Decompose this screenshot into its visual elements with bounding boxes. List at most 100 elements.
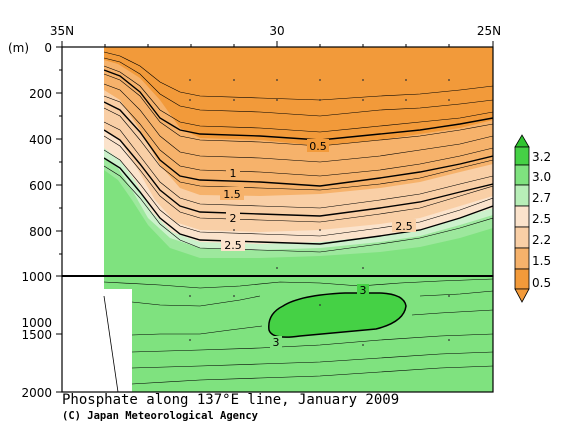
legend-swatch-top <box>514 134 530 148</box>
contour-line <box>103 73 493 147</box>
station-dot <box>405 79 407 81</box>
no-data-area-lower-b <box>104 289 132 392</box>
station-dot <box>405 99 407 101</box>
station-dot <box>189 79 191 81</box>
contour-line-bold <box>103 69 493 141</box>
y-axis-unit-label: (m) <box>8 41 29 55</box>
lower-contour-lines <box>103 278 493 385</box>
legend-label: 2.7 <box>532 191 551 205</box>
copyright-credit: (C) Japan Meteorological Agency <box>62 410 258 422</box>
station-dot <box>189 295 191 297</box>
contour-line <box>103 57 493 117</box>
y-tick-labels: 0 200 400 600 800 1000 1000 1500 2000 <box>21 41 52 400</box>
band-orange-top <box>104 47 493 146</box>
contour-label: 2 <box>230 212 237 225</box>
station-dot <box>276 99 278 101</box>
bottom-topography-line <box>103 295 119 392</box>
contour-line <box>131 351 493 369</box>
y-tick-label: 1500 <box>21 328 52 342</box>
station-dot <box>189 339 191 341</box>
legend-swatch <box>514 205 530 228</box>
legend-label: 3.0 <box>532 170 551 184</box>
contour-label: 2.5 <box>395 220 413 233</box>
station-dot <box>319 304 321 306</box>
legend-swatch <box>514 226 530 249</box>
high-phosphate-region <box>268 292 407 338</box>
legend-swatch <box>514 184 530 207</box>
y-tick-label: 1000 <box>21 316 52 330</box>
x-tick-marks <box>61 41 494 47</box>
contour-line <box>103 278 493 289</box>
no-data-area-lower-a <box>62 276 104 392</box>
contour-label: 3 <box>360 284 367 297</box>
contour-line <box>103 83 493 163</box>
x-tick-label: 25N <box>477 24 501 38</box>
contour-line <box>103 65 493 133</box>
contour-line <box>419 290 493 297</box>
station-dot <box>362 79 364 81</box>
legend-swatch <box>514 146 530 166</box>
contour-line-bold <box>103 101 493 187</box>
x-tick-labels: 35N 30 25N <box>50 24 501 38</box>
no-data-area-upper <box>62 47 104 276</box>
station-dot <box>448 339 450 341</box>
upper-contour-labels: 0.5 1 1.5 2 2.5 2.5 <box>220 139 416 252</box>
station-dot <box>319 99 321 101</box>
station-dot <box>362 344 364 346</box>
contour-line <box>411 309 493 316</box>
contour-line <box>131 295 261 307</box>
legend-swatch <box>514 247 530 270</box>
legend-label: 0.5 <box>532 276 551 290</box>
contour-line <box>103 51 493 101</box>
station-dot <box>189 99 191 101</box>
y-tick-label: 400 <box>29 133 52 147</box>
y-tick-label: 1000 <box>21 270 52 284</box>
contour-label: 3 <box>273 336 280 349</box>
upper-contour-lines <box>103 51 493 253</box>
station-dot <box>276 267 278 269</box>
legend-swatch <box>514 164 530 186</box>
y-tick-label: 600 <box>29 179 52 193</box>
x-tick-label: 30 <box>269 24 284 38</box>
station-dot <box>276 79 278 81</box>
legend-label: 2.5 <box>532 212 551 226</box>
station-dot <box>362 267 364 269</box>
contour-line <box>131 365 493 385</box>
color-legend <box>514 134 530 303</box>
contour-label: 1.5 <box>223 188 241 201</box>
station-dot <box>233 79 235 81</box>
y-tick-label: 800 <box>29 225 52 239</box>
y-tick-label: 2000 <box>21 386 52 400</box>
upper-station-dots <box>189 79 450 269</box>
x-tick-label: 35N <box>50 24 74 38</box>
contour-line <box>131 325 263 336</box>
legend-labels: 3.2 3.0 2.7 2.5 2.2 1.5 0.5 <box>532 150 551 290</box>
contour-line <box>103 149 493 237</box>
legend-swatch-bottom <box>514 288 530 303</box>
station-dot <box>448 79 450 81</box>
legend-label: 1.5 <box>532 254 551 268</box>
y-tick-marks <box>56 46 62 393</box>
station-dot <box>448 99 450 101</box>
legend-label: 3.2 <box>532 150 551 164</box>
station-dot <box>233 229 235 231</box>
chart-title: Phosphate along 137°E line, January 2009 <box>62 392 400 408</box>
contour-line <box>103 121 493 209</box>
legend-swatch <box>514 268 530 290</box>
station-dot <box>319 79 321 81</box>
legend-label: 2.2 <box>532 233 551 247</box>
contour-label: 1 <box>230 167 237 180</box>
station-dot <box>233 295 235 297</box>
contour-line <box>131 333 493 353</box>
station-dot <box>233 99 235 101</box>
contour-label: 0.5 <box>309 140 327 153</box>
station-dot <box>362 99 364 101</box>
y-tick-label: 0 <box>44 41 52 55</box>
lower-panel: 3 3 <box>62 276 493 392</box>
station-dot <box>448 295 450 297</box>
station-dot <box>319 229 321 231</box>
y-tick-label: 200 <box>29 87 52 101</box>
contour-label: 2.5 <box>224 239 242 252</box>
upper-panel: 0.5 1 1.5 2 2.5 2.5 <box>62 47 493 276</box>
